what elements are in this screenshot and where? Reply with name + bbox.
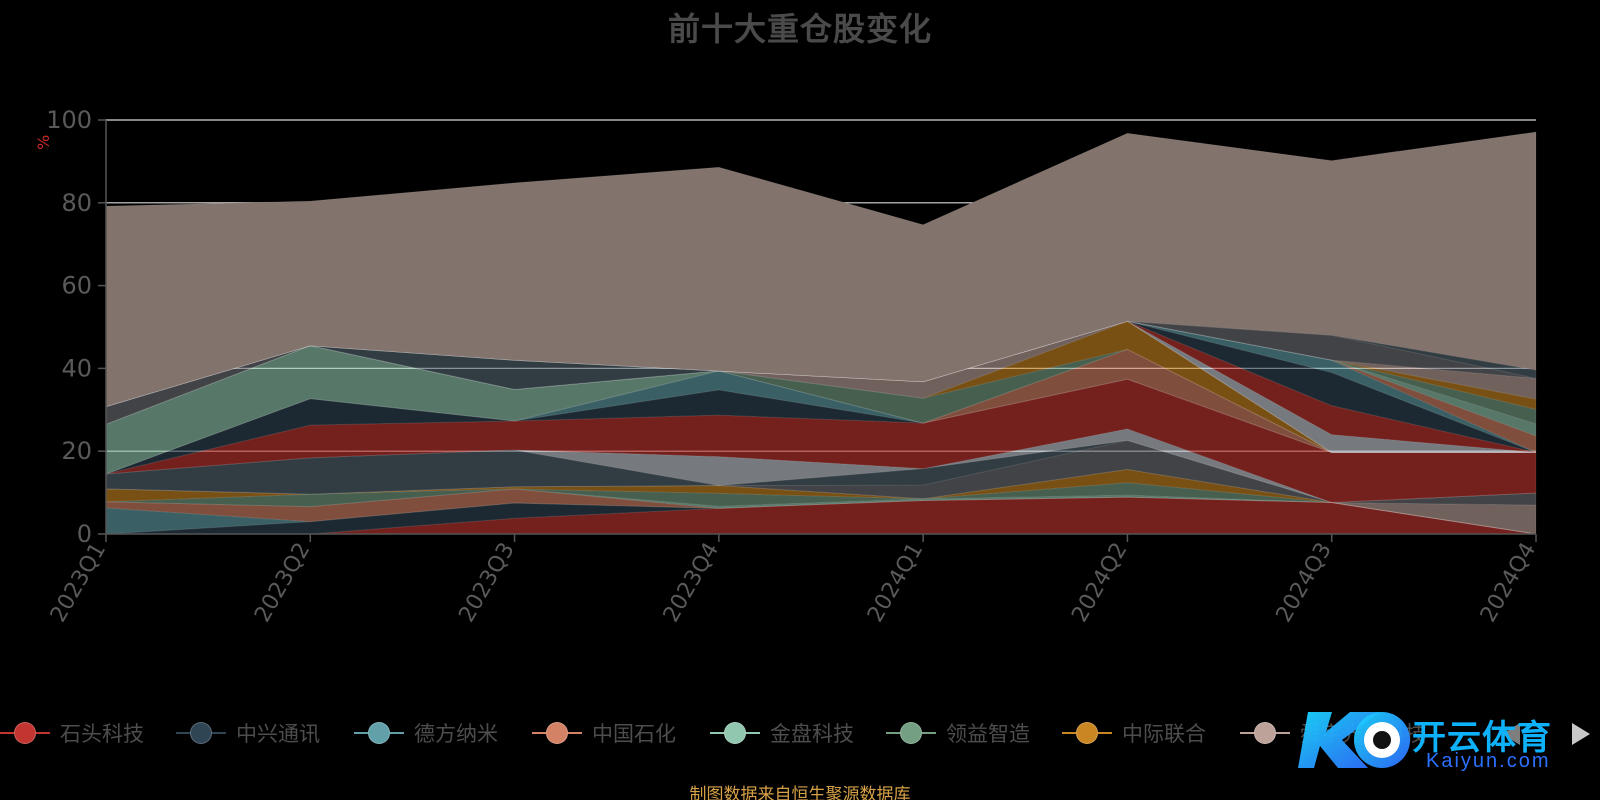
y-tick-label: 40 bbox=[61, 354, 92, 382]
legend-dot-icon bbox=[546, 722, 568, 744]
legend: 石头科技中兴通讯德方纳米中国石化金盘科技领益智造中际联合舜宇光学科技 bbox=[0, 716, 1600, 750]
legend-label: 中国石化 bbox=[592, 722, 676, 746]
y-tick-label: 100 bbox=[46, 106, 92, 134]
watermark-logo: 开云体育 Kaiyun.com bbox=[1298, 704, 1600, 776]
area-series-9 bbox=[105, 439, 1537, 506]
legend-symbol-icon bbox=[1062, 716, 1112, 750]
area-series-8 bbox=[105, 468, 1537, 535]
legend-dot-icon bbox=[1254, 722, 1276, 744]
y-tick-label: 0 bbox=[77, 520, 92, 548]
x-tick-label: 2023Q2 bbox=[250, 539, 315, 627]
chart-title: 前十大重仓股变化 bbox=[667, 10, 932, 48]
legend-next-arrow-icon[interactable] bbox=[1572, 723, 1590, 745]
legend-item[interactable]: 中国石化 bbox=[532, 716, 676, 750]
watermark-subtext: Kaiyun.com bbox=[1426, 750, 1551, 772]
watermark-ko-logo-icon bbox=[1298, 712, 1410, 768]
legend-dot-icon bbox=[1076, 722, 1098, 744]
legend-dot-icon bbox=[368, 722, 390, 744]
area-series-13 bbox=[105, 378, 1536, 475]
legend-item[interactable]: 中际联合 bbox=[1062, 716, 1206, 750]
legend-label: 领益智造 bbox=[946, 722, 1030, 746]
source-note: 制图数据来自恒生聚源数据库 bbox=[689, 785, 911, 800]
y-axis-ticks: 0 20 40 60 80 100 bbox=[46, 106, 106, 548]
x-tick-label: 2024Q4 bbox=[1476, 539, 1541, 627]
x-tick-label: 2023Q3 bbox=[454, 539, 519, 627]
legend-symbol-icon bbox=[886, 716, 936, 750]
legend-item[interactable]: 德方纳米 bbox=[354, 716, 498, 750]
area-series-4 bbox=[105, 488, 1537, 535]
legend-label: 石头科技 bbox=[60, 722, 144, 746]
x-tick-label: 2023Q1 bbox=[46, 539, 111, 627]
legend-symbol-icon bbox=[354, 716, 404, 750]
x-tick-label: 2024Q2 bbox=[1067, 539, 1132, 627]
legend-label: 金盘科技 bbox=[770, 722, 854, 746]
legend-symbol-icon bbox=[0, 716, 50, 750]
area-series bbox=[105, 131, 1537, 535]
legend-dot-icon bbox=[14, 722, 36, 744]
y-tick-label: 60 bbox=[61, 272, 92, 300]
axes bbox=[105, 120, 1536, 535]
area-series-7 bbox=[105, 468, 1537, 535]
legend-label: 德方纳米 bbox=[414, 722, 498, 746]
legend-pager bbox=[1502, 722, 1590, 746]
legend-dot-icon bbox=[190, 722, 212, 744]
legend-dot-icon bbox=[900, 722, 922, 744]
legend-symbol-icon bbox=[1240, 716, 1290, 750]
legend-item[interactable]: 石头科技 bbox=[0, 716, 144, 750]
y-tick-label: 80 bbox=[61, 189, 92, 217]
legend-prev-arrow-icon[interactable] bbox=[1502, 723, 1520, 745]
legend-symbol-icon bbox=[176, 716, 226, 750]
legend-item[interactable]: 金盘科技 bbox=[710, 716, 854, 750]
legend-label: 中际联合 bbox=[1122, 722, 1206, 746]
legend-symbol-icon bbox=[532, 716, 582, 750]
legend-item[interactable]: 中兴通讯 bbox=[176, 716, 320, 750]
x-tick-label: 2024Q1 bbox=[863, 539, 928, 627]
watermark-text: 开云体育 bbox=[1412, 718, 1552, 758]
legend-label: 中兴通讯 bbox=[236, 722, 320, 746]
legend-dot-icon bbox=[724, 722, 746, 744]
area-series-33 bbox=[105, 131, 1537, 408]
x-tick-label: 2024Q3 bbox=[1272, 539, 1337, 627]
legend-symbol-icon bbox=[710, 716, 760, 750]
x-tick-label: 2023Q4 bbox=[659, 539, 724, 627]
legend-item[interactable]: 领益智造 bbox=[886, 716, 1030, 750]
x-axis-ticks: 2023Q1 2023Q2 2023Q3 2023Q4 2024Q1 2024Q2 2024… bbox=[46, 534, 1541, 627]
y-tick-label: 20 bbox=[61, 437, 92, 465]
